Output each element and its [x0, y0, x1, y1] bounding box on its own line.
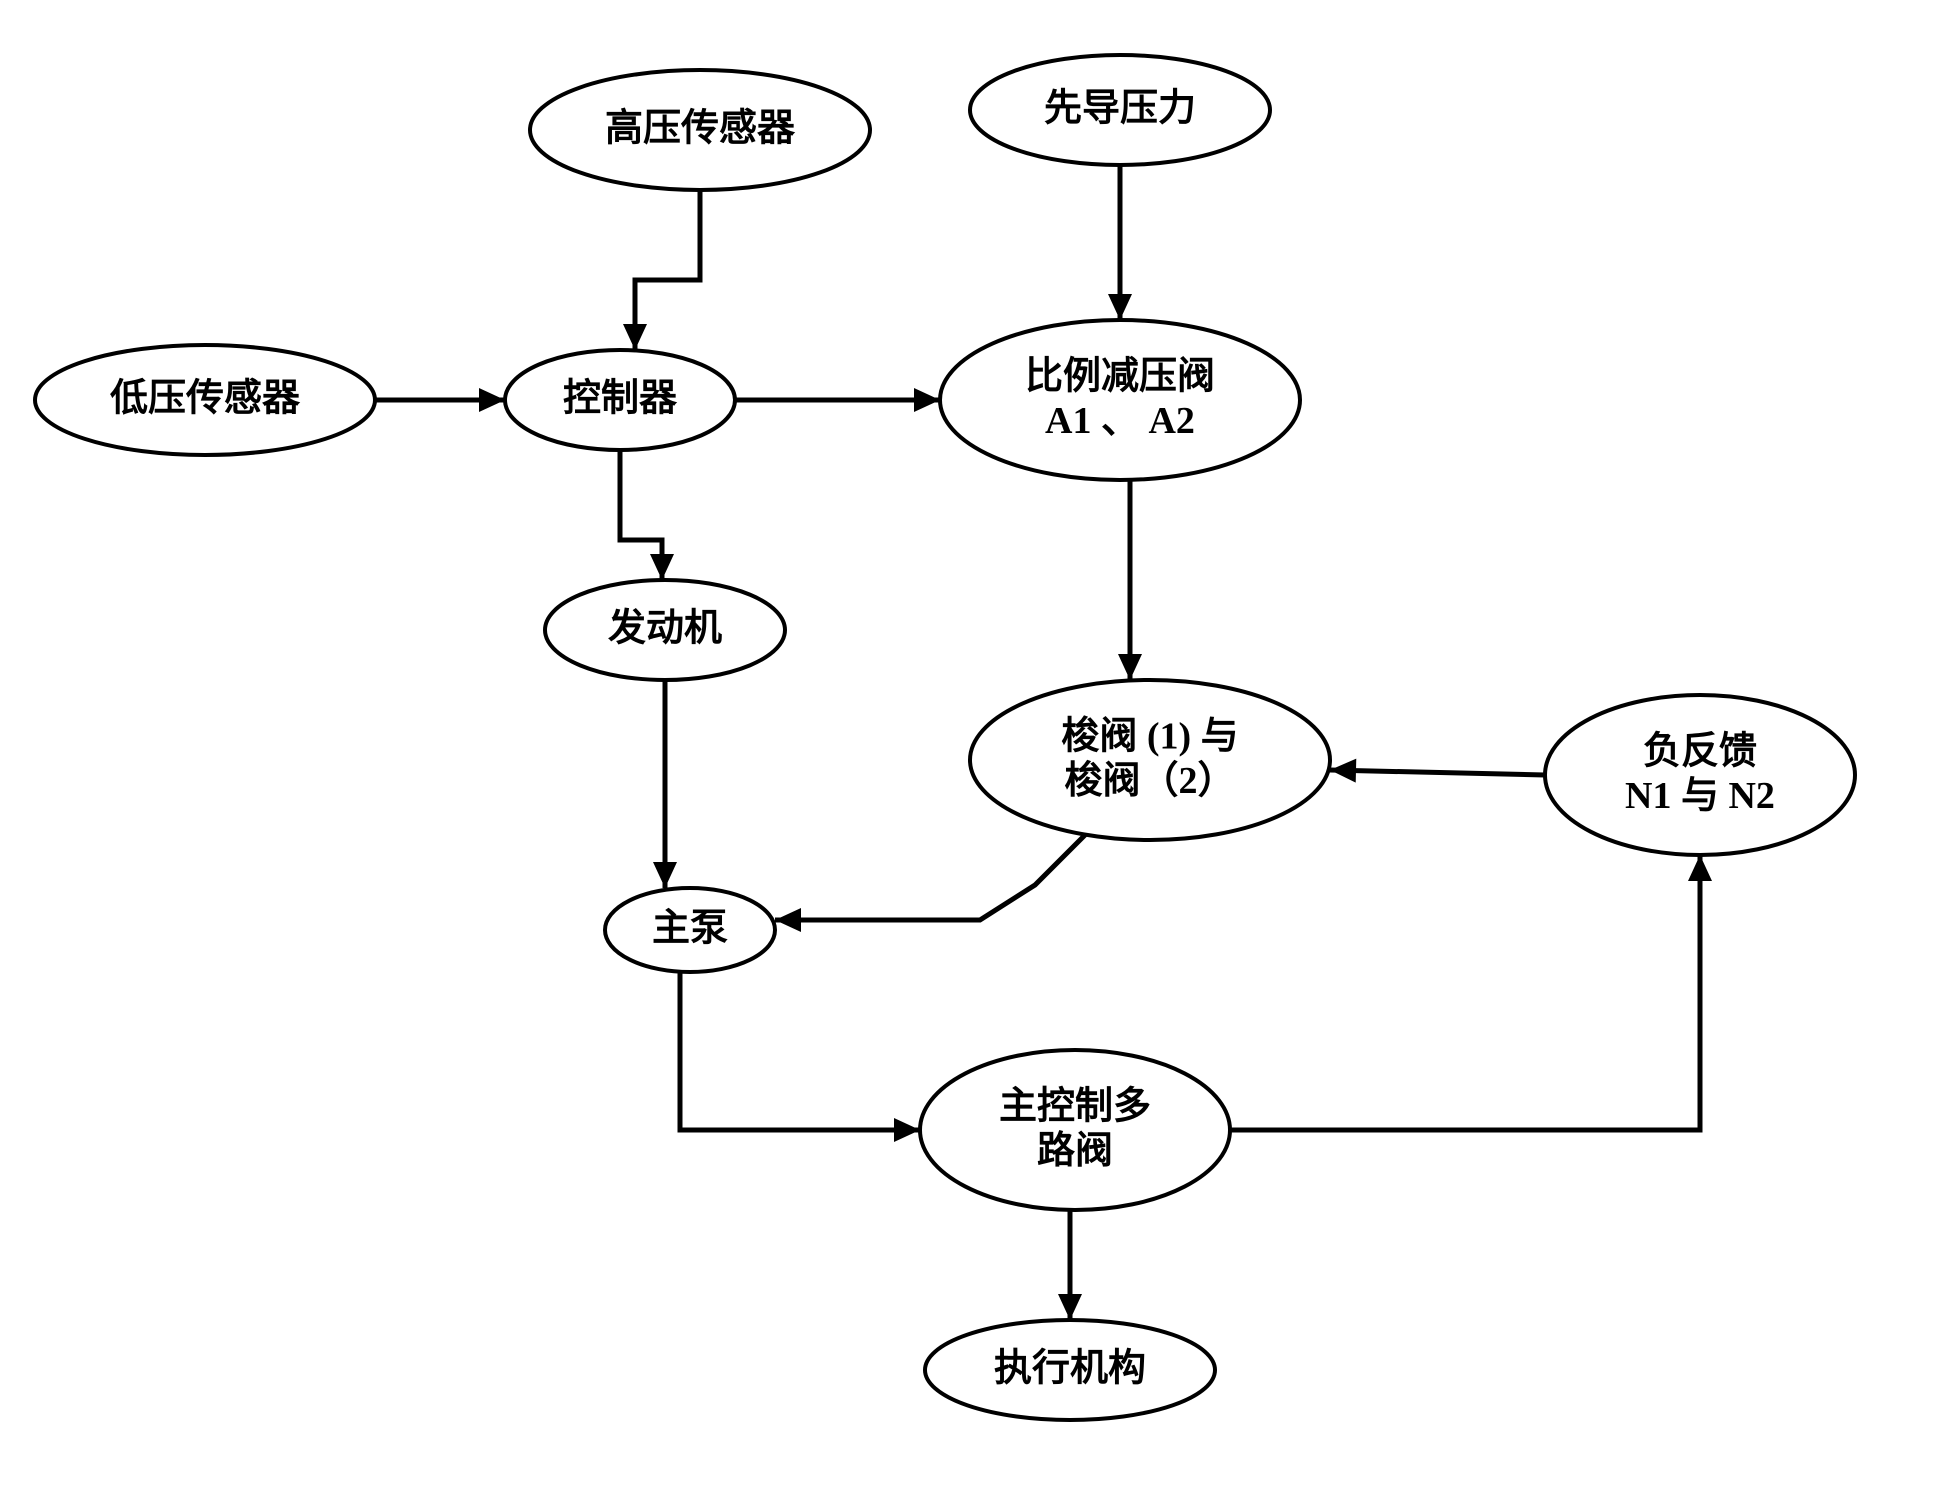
node-shuttle-label: 梭阀（2） — [1064, 760, 1235, 802]
node-prop_valve: 比例减压阀A1 、 A2 — [940, 320, 1300, 480]
node-engine-label: 发动机 — [608, 608, 722, 650]
node-pilot-label: 先导压力 — [1044, 88, 1196, 130]
node-shuttle-label: 梭阀 (1) 与 — [1061, 715, 1238, 757]
node-lp_sensor: 低压传感器 — [35, 345, 375, 455]
node-pilot: 先导压力 — [970, 55, 1270, 165]
node-prop_valve-label: A1 、 A2 — [1045, 400, 1195, 442]
node-neg_fb-label: 负反馈 — [1643, 730, 1757, 772]
node-multi_valve-label: 路阀 — [1037, 1130, 1113, 1172]
node-actuator-label: 执行机构 — [994, 1348, 1146, 1390]
node-lp_sensor-label: 低压传感器 — [110, 378, 301, 420]
node-controller: 控制器 — [505, 350, 735, 450]
node-multi_valve: 主控制多路阀 — [920, 1050, 1230, 1210]
node-hp_sensor: 高压传感器 — [530, 70, 870, 190]
node-actuator: 执行机构 — [925, 1320, 1215, 1420]
node-neg_fb-label: N1 与 N2 — [1625, 775, 1775, 817]
node-main_pump-label: 主泵 — [652, 908, 728, 950]
node-hp_sensor-label: 高压传感器 — [605, 108, 796, 150]
node-main_pump: 主泵 — [605, 888, 775, 972]
node-neg_fb: 负反馈N1 与 N2 — [1545, 695, 1855, 855]
flowchart-diagram: 高压传感器 先导压力低压传感器 控制器 比例减压阀A1 、 A2 发动机梭阀 (1) 与… — [0, 0, 1936, 1504]
node-prop_valve-label: 比例减压阀 — [1025, 355, 1215, 397]
node-controller-label: 控制器 — [563, 378, 678, 420]
node-shuttle: 梭阀 (1) 与梭阀（2） — [970, 680, 1330, 840]
node-engine: 发动机 — [545, 580, 785, 680]
node-multi_valve-label: 主控制多 — [999, 1085, 1151, 1127]
